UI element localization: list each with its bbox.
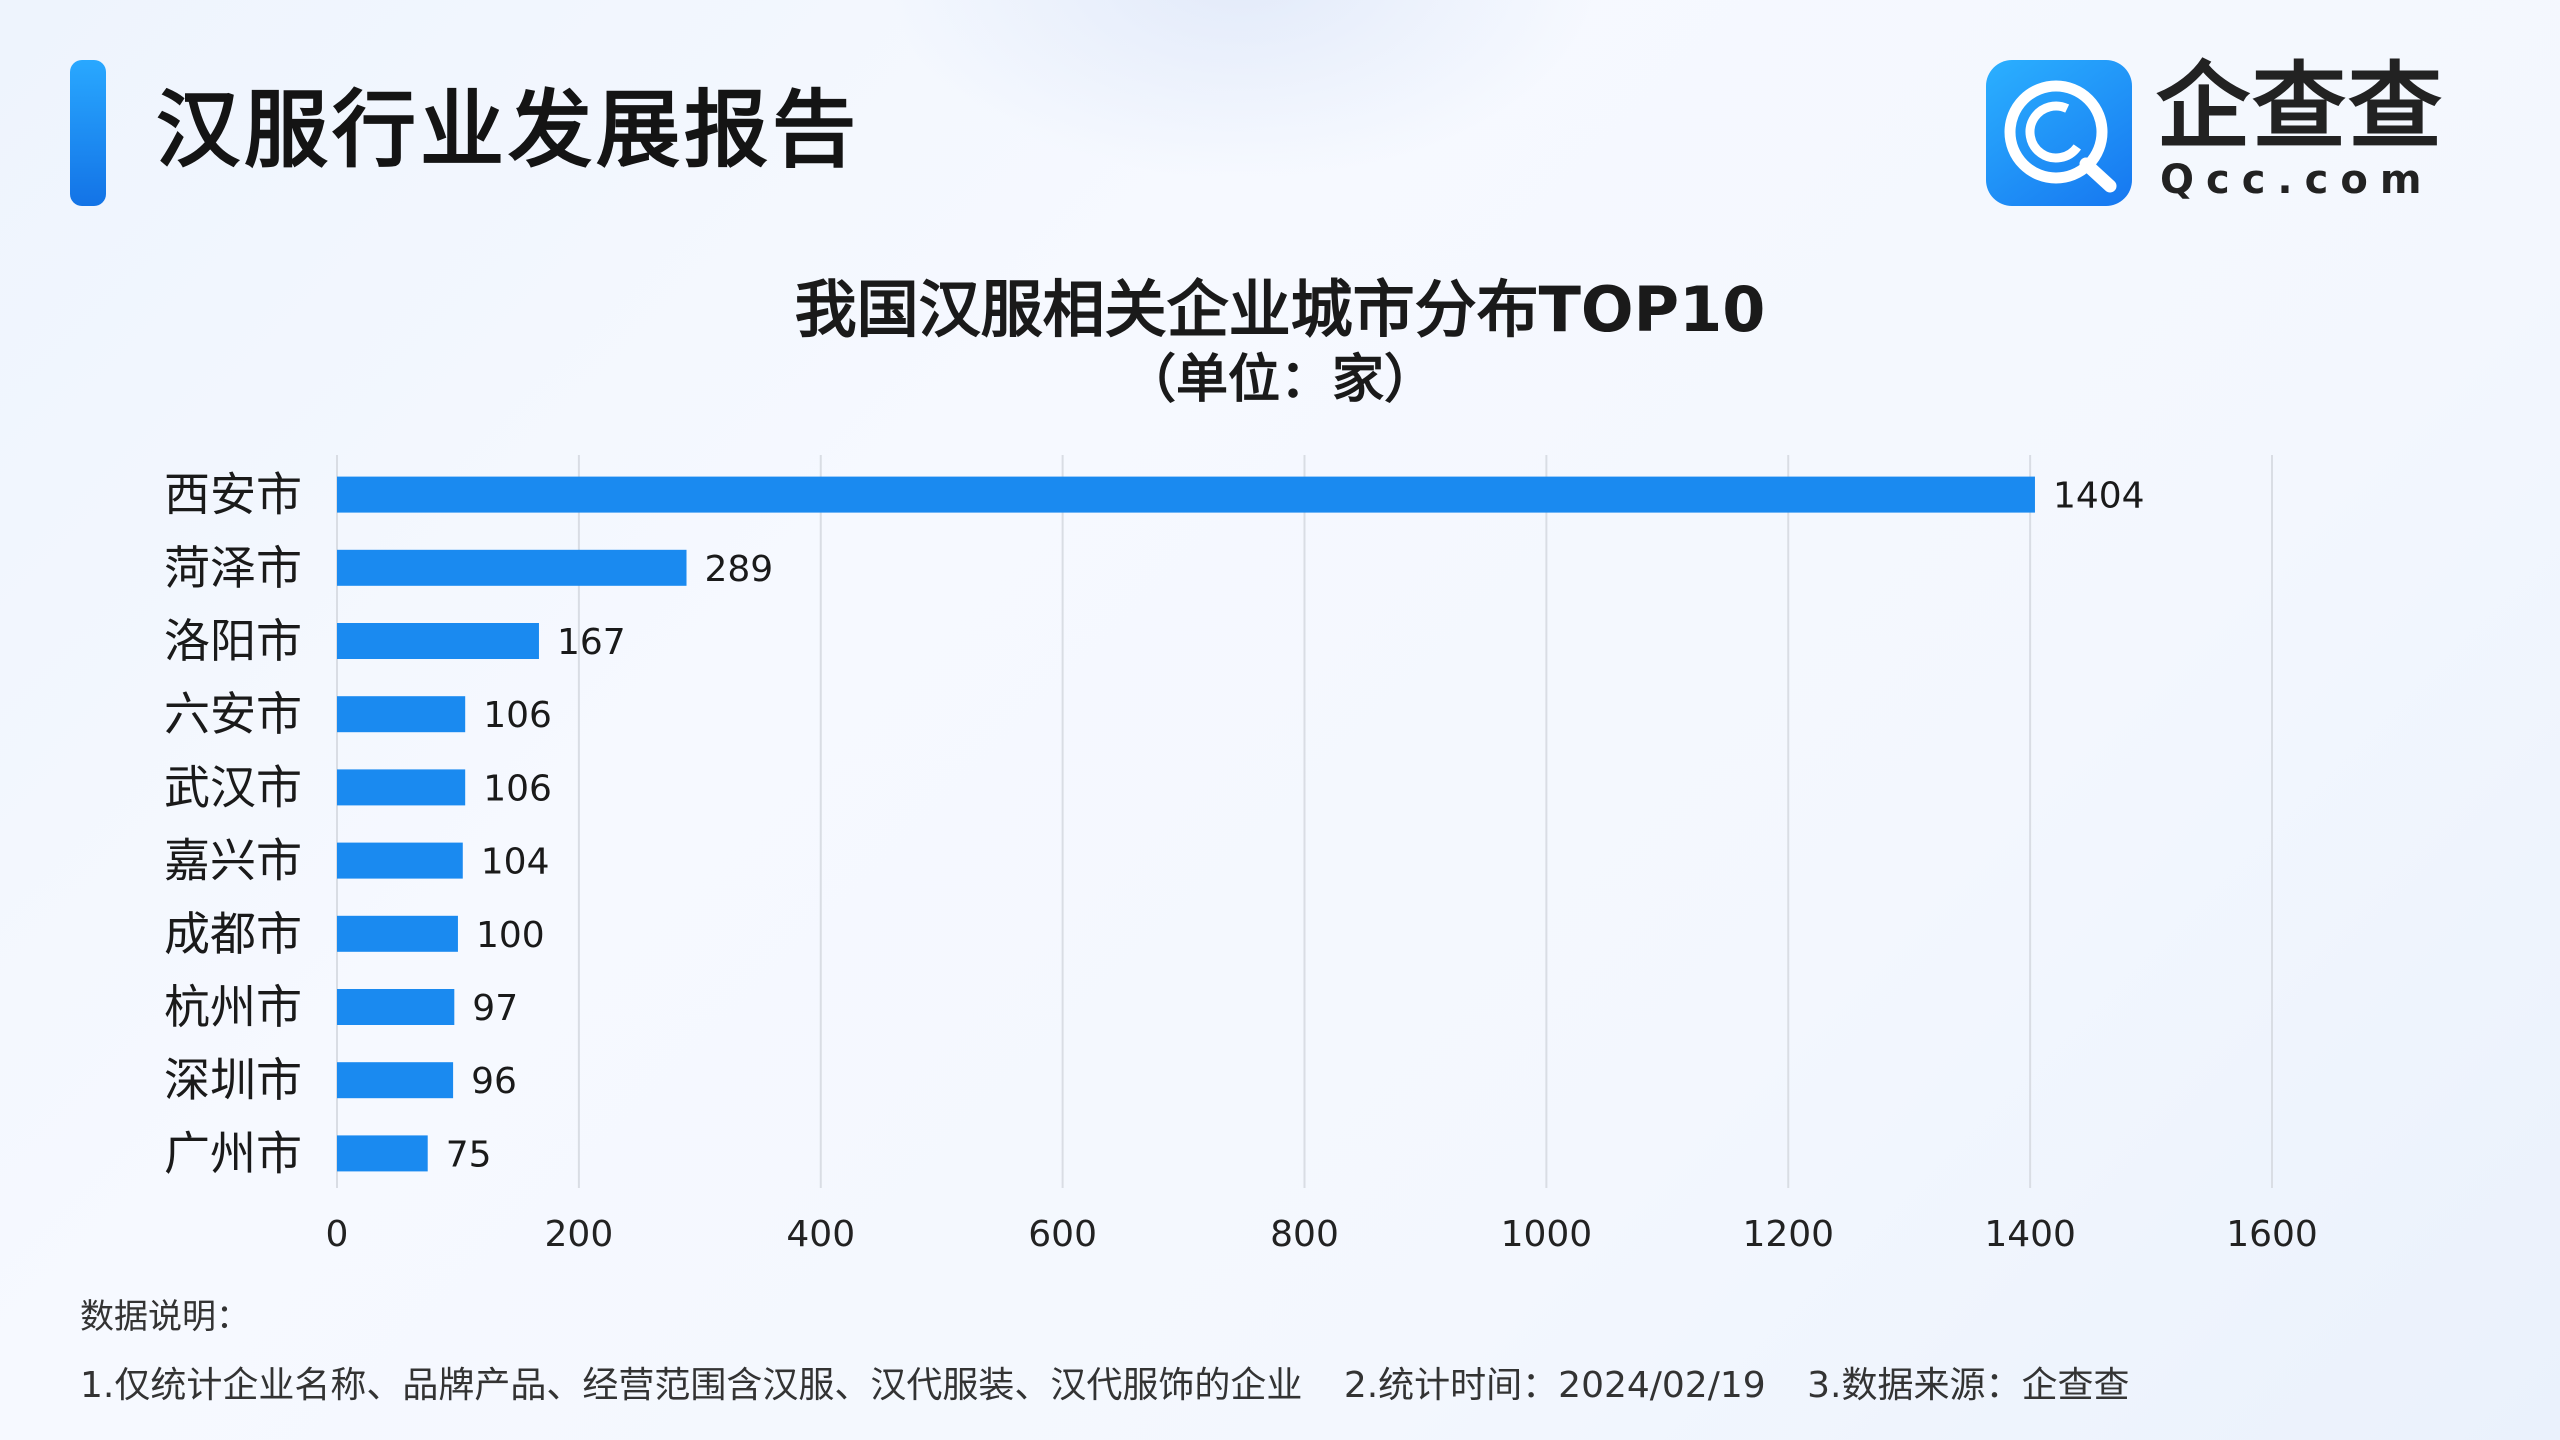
category-label: 菏泽市: [164, 541, 302, 595]
notes-line: 1.仅统计企业名称、品牌产品、经营范围含汉服、汉代服装、汉代服饰的企业 2.统计…: [80, 1358, 2129, 1414]
bar: [337, 696, 466, 733]
data-label: 106: [483, 768, 552, 809]
bar-chart: 0 200 400 600 800 1000 1200 1400 1600 西安市 1404 菏泽市 2…: [164, 455, 2318, 1255]
bar: [337, 1135, 428, 1172]
report-title: 汉服行业发展报告: [156, 81, 861, 179]
data-label: 1404: [2053, 476, 2145, 517]
chart-subtitle: （单位：家）: [1123, 350, 1436, 410]
x-tick-label: 1200: [1742, 1214, 1834, 1255]
notes-heading: 数据说明：: [80, 1297, 250, 1337]
data-label: 97: [472, 988, 518, 1029]
note-item-scope: 1.仅统计企业名称、品牌产品、经营范围含汉服、汉代服装、汉代服饰的企业: [80, 1365, 1303, 1406]
category-label: 西安市: [164, 468, 302, 522]
x-tick-label: 0: [326, 1214, 349, 1255]
category-label: 嘉兴市: [164, 834, 302, 888]
x-tick-label: 1400: [1984, 1214, 2076, 1255]
x-tick-label: 600: [1028, 1214, 1097, 1255]
data-label: 167: [557, 622, 626, 663]
category-label: 六安市: [164, 687, 302, 741]
bar: [337, 1062, 454, 1099]
title-accent-bar: [70, 60, 106, 206]
bar: [337, 842, 463, 879]
bar: [337, 476, 2035, 513]
bar: [337, 623, 539, 659]
x-tick-label: 1600: [2226, 1214, 2318, 1255]
data-label: 96: [471, 1061, 517, 1102]
note-item-date: 2.统计时间：2024/02/19: [1343, 1365, 1766, 1406]
data-label: 75: [446, 1134, 492, 1175]
x-tick-label: 400: [786, 1214, 855, 1255]
qcc-magnifier-logo-icon: [1986, 60, 2132, 206]
data-label: 104: [481, 842, 550, 883]
category-label: 深圳市: [164, 1053, 302, 1107]
data-label: 106: [483, 695, 552, 736]
brand-name: 企查查: [2156, 53, 2445, 162]
bar: [337, 989, 455, 1025]
x-tick-label: 1000: [1501, 1214, 1593, 1255]
category-label: 洛阳市: [164, 614, 302, 668]
x-tick-label: 200: [545, 1214, 614, 1255]
data-label: 100: [476, 915, 545, 956]
bar: [337, 769, 466, 806]
category-label: 广州市: [164, 1126, 302, 1180]
data-label: 289: [705, 549, 774, 590]
category-label: 杭州市: [164, 980, 302, 1034]
category-label: 成都市: [164, 907, 302, 961]
bar: [337, 549, 687, 586]
x-tick-label: 800: [1270, 1214, 1339, 1255]
note-item-source: 3.数据来源：企查查: [1807, 1365, 2130, 1406]
background-glow: [880, 0, 1600, 180]
brand-domain: Qcc.com: [2160, 157, 2434, 203]
chart-title: 我国汉服相关企业城市分布TOP10: [794, 273, 1766, 346]
bar: [337, 915, 458, 952]
category-label: 武汉市: [164, 760, 302, 814]
